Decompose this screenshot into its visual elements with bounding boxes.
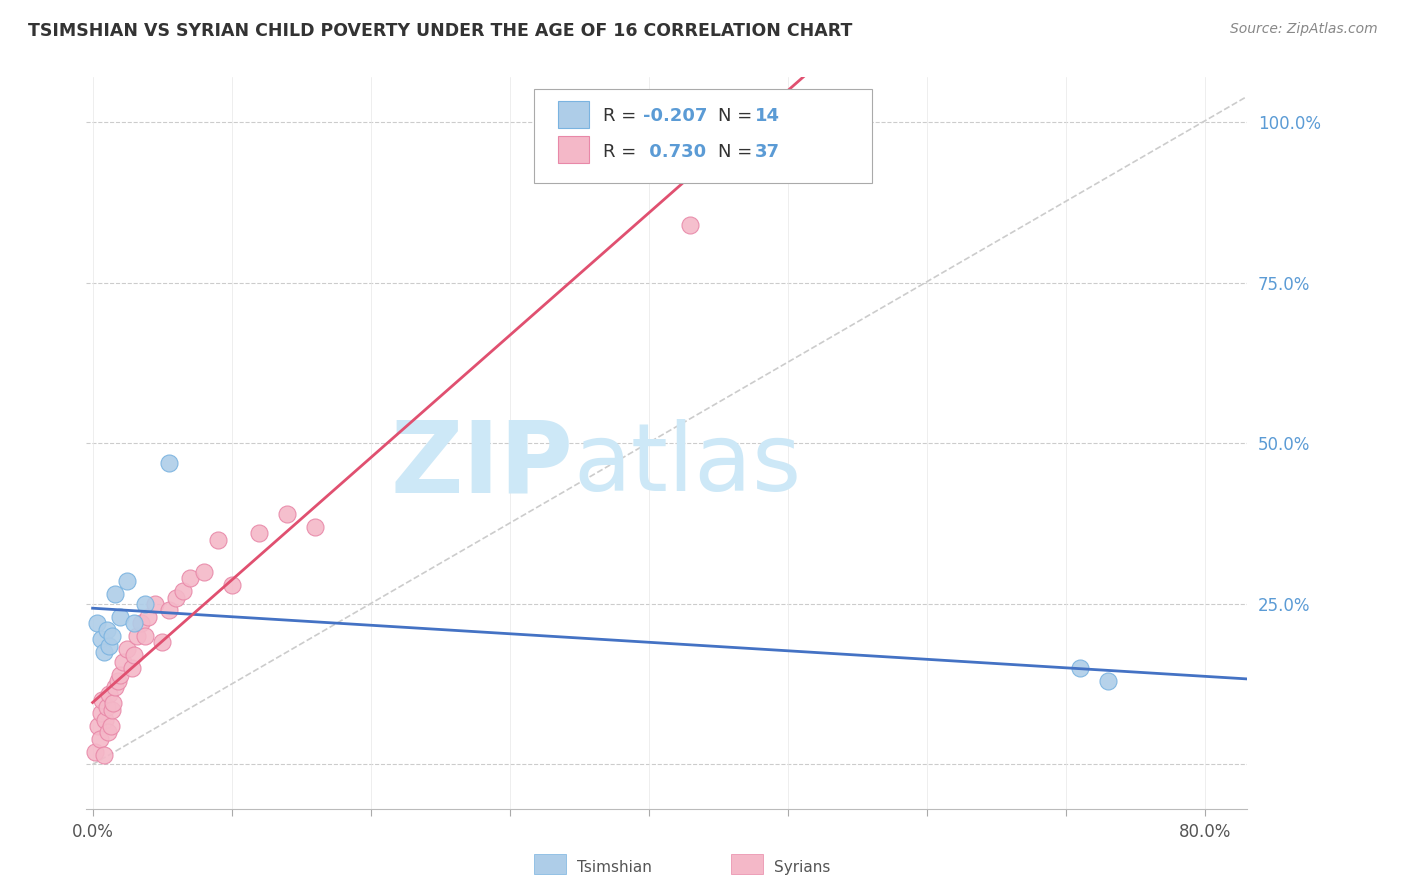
Syrians xyxy=(157,603,180,617)
Syrians xyxy=(104,681,127,695)
Syrians xyxy=(101,703,124,717)
Syrians xyxy=(193,565,215,579)
Syrians xyxy=(679,218,702,232)
Syrians xyxy=(110,667,132,681)
Syrians xyxy=(90,706,112,720)
Text: R =: R = xyxy=(603,107,643,125)
Tsimshian xyxy=(98,639,121,653)
Tsimshian xyxy=(90,632,112,647)
Text: Syrians: Syrians xyxy=(773,860,830,874)
Syrians xyxy=(129,616,152,631)
Tsimshian xyxy=(117,574,139,589)
Syrians xyxy=(93,747,115,762)
Syrians xyxy=(143,597,166,611)
Syrians xyxy=(134,629,156,643)
Text: N =: N = xyxy=(718,143,758,161)
Tsimshian xyxy=(134,597,156,611)
Syrians xyxy=(89,731,111,746)
Syrians xyxy=(84,745,107,759)
Syrians xyxy=(207,533,229,547)
Syrians xyxy=(112,655,135,669)
Syrians xyxy=(276,507,298,521)
Syrians xyxy=(87,719,110,733)
Tsimshian xyxy=(93,645,115,659)
Text: -0.207: -0.207 xyxy=(643,107,707,125)
Text: Tsimshian: Tsimshian xyxy=(576,860,652,874)
Text: TSIMSHIAN VS SYRIAN CHILD POVERTY UNDER THE AGE OF 16 CORRELATION CHART: TSIMSHIAN VS SYRIAN CHILD POVERTY UNDER … xyxy=(28,22,852,40)
Syrians xyxy=(221,577,243,591)
Text: ZIP: ZIP xyxy=(391,417,574,514)
Syrians xyxy=(127,629,149,643)
Syrians xyxy=(165,591,187,605)
Syrians xyxy=(107,673,129,688)
Syrians xyxy=(172,584,194,599)
Tsimshian xyxy=(110,609,132,624)
Syrians xyxy=(98,687,121,701)
Syrians xyxy=(97,725,120,739)
Text: Source: ZipAtlas.com: Source: ZipAtlas.com xyxy=(1230,22,1378,37)
Syrians xyxy=(94,713,117,727)
Syrians xyxy=(96,699,118,714)
Text: N =: N = xyxy=(718,107,758,125)
Tsimshian xyxy=(96,623,118,637)
Tsimshian xyxy=(86,616,108,631)
Syrians xyxy=(150,635,173,649)
Syrians xyxy=(304,520,326,534)
Text: R =: R = xyxy=(603,143,648,161)
Tsimshian xyxy=(104,587,127,601)
Text: 14: 14 xyxy=(755,107,780,125)
Syrians xyxy=(121,661,143,675)
Tsimshian xyxy=(124,616,146,631)
Text: 0.730: 0.730 xyxy=(643,143,706,161)
Tsimshian xyxy=(1097,673,1119,688)
Text: 37: 37 xyxy=(755,143,780,161)
Tsimshian xyxy=(101,629,124,643)
Syrians xyxy=(103,697,125,711)
Syrians xyxy=(136,609,159,624)
Syrians xyxy=(124,648,146,663)
Syrians xyxy=(179,571,201,585)
Text: atlas: atlas xyxy=(574,419,801,511)
Tsimshian xyxy=(157,456,180,470)
Syrians xyxy=(91,693,114,707)
Syrians xyxy=(100,719,122,733)
Syrians xyxy=(117,641,139,656)
Tsimshian xyxy=(1069,661,1091,675)
Syrians xyxy=(249,526,271,541)
